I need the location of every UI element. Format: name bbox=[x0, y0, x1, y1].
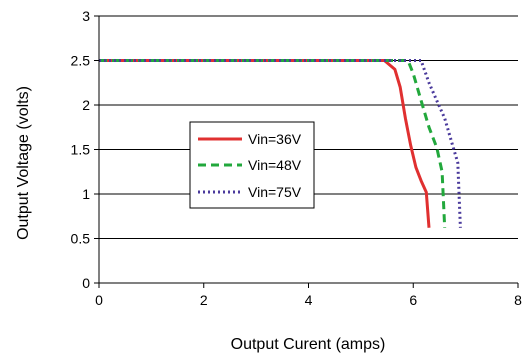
y-axis-title: Output Voltage (volts) bbox=[15, 86, 32, 240]
series-line-vin-48v bbox=[99, 59, 447, 228]
series-lines bbox=[99, 59, 462, 228]
y-tick-label-2: 1 bbox=[82, 186, 90, 202]
axes bbox=[94, 15, 519, 288]
series-line-vin-36v bbox=[99, 59, 431, 228]
legend-box bbox=[189, 121, 315, 209]
y-tick-label-4: 2 bbox=[82, 97, 90, 113]
legend: Vin=36V Vin=48V Vin=75V bbox=[189, 121, 315, 209]
y-tick-label-0: 0 bbox=[82, 275, 90, 291]
y-tick-label-1: 0.5 bbox=[71, 231, 91, 247]
x-axis-title: Output Curent (amps) bbox=[231, 336, 386, 353]
legend-label-vin-36v: Vin=36V bbox=[248, 131, 302, 147]
x-tick-label-4: 8 bbox=[514, 292, 522, 308]
x-tick-label-3: 6 bbox=[409, 292, 417, 308]
series-line-vin-75v bbox=[99, 59, 462, 228]
legend-label-vin-48v: Vin=48V bbox=[248, 157, 302, 173]
y-tick-label-6: 3 bbox=[82, 8, 90, 24]
x-tick-label-0: 0 bbox=[95, 292, 103, 308]
x-tick-label-2: 4 bbox=[305, 292, 313, 308]
y-tick-label-3: 1.5 bbox=[71, 142, 91, 158]
legend-label-vin-75v: Vin=75V bbox=[248, 184, 302, 200]
y-tick-label-5: 2.5 bbox=[71, 53, 91, 69]
x-tick-label-1: 2 bbox=[200, 292, 208, 308]
tick-labels: 0 0.5 1 1.5 2 2.5 3 0 2 4 6 8 bbox=[71, 8, 523, 308]
